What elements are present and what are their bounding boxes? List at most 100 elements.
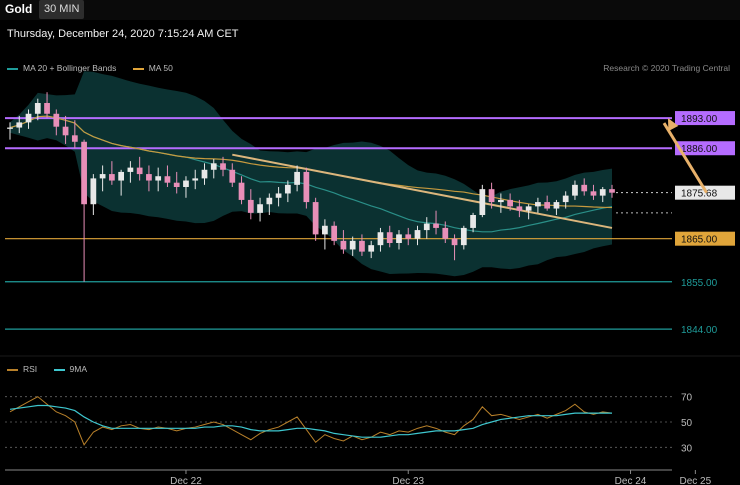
- x-tick-label-0: Dec 22: [170, 476, 202, 485]
- legend-ma20: MA 20 + Bollinger Bands: [7, 63, 116, 73]
- legend-ma20-label: MA 20 + Bollinger Bands: [23, 63, 117, 73]
- candle-body-9: [90, 178, 97, 205]
- level-label-0: 1893.00: [681, 114, 718, 125]
- legend-ma50: MA 50: [132, 63, 173, 73]
- candle-body-31: [294, 171, 300, 185]
- candle-body-45: [423, 223, 430, 231]
- candle-body-43: [405, 234, 412, 239]
- copyright-note: Research © 2020 Trading Central: [603, 63, 730, 73]
- candle-body-3: [34, 103, 41, 114]
- candle-body-0: [7, 127, 13, 129]
- candle-body-56: [525, 206, 532, 211]
- candle-body-23: [220, 163, 226, 170]
- candle-body-30: [284, 184, 291, 194]
- last-price-label: 1875.68: [681, 189, 718, 200]
- candle-body-2: [25, 113, 32, 123]
- candle-body-44: [414, 230, 421, 239]
- candle-body-49: [460, 227, 467, 246]
- candle-body-36: [340, 240, 347, 250]
- projection-arrow-head: [668, 118, 679, 132]
- candle-body-10: [99, 174, 106, 179]
- candle-body-51: [479, 189, 486, 215]
- candle-body-42: [396, 234, 402, 243]
- symbol-label: Gold: [5, 2, 33, 16]
- level-label-1: 1886.00: [681, 144, 718, 155]
- candle-body-20: [192, 178, 199, 181]
- candle-body-6: [62, 126, 69, 136]
- level-label-2: 1865.00: [681, 235, 718, 246]
- x-tick-label-1: Dec 23: [392, 476, 424, 485]
- candle-body-52: [488, 189, 495, 203]
- candle-body-26: [247, 199, 254, 213]
- candle-body-63: [590, 191, 597, 196]
- candle-body-8: [81, 141, 87, 205]
- candle-body-61: [572, 184, 578, 196]
- trendline: [232, 153, 613, 229]
- rsi-line: [9, 396, 613, 446]
- level-tag-2: [675, 231, 735, 246]
- level-tag-1: [675, 141, 735, 156]
- level-label-3: 1855.00: [681, 278, 718, 289]
- price-legend: MA 20 + Bollinger Bands MA 50: [7, 63, 187, 73]
- candle-body-60: [562, 195, 569, 203]
- candle-body-39: [368, 245, 375, 252]
- candle-body-21: [201, 169, 208, 179]
- candle-body-37: [349, 240, 356, 250]
- candle-body-50: [470, 215, 476, 228]
- candle-body-32: [303, 171, 310, 203]
- bollinger-band: [10, 71, 612, 277]
- candle-body-64: [599, 189, 606, 196]
- legend-rsi-label: RSI: [23, 364, 38, 374]
- candle-body-5: [53, 113, 60, 127]
- level-label-4: 1844.00: [681, 325, 718, 336]
- legend-rsi-swatch: [7, 368, 18, 371]
- candle-body-4: [44, 103, 50, 114]
- legend-rsi-ma: 9MA: [53, 364, 88, 374]
- candle-body-58: [544, 202, 551, 209]
- x-tick-label-2: Dec 24: [615, 476, 647, 485]
- candle-body-38: [359, 240, 365, 252]
- candle-body-53: [497, 199, 504, 203]
- candle-body-12: [118, 171, 125, 181]
- candle-body-48: [451, 238, 458, 246]
- candle-body-7: [71, 135, 78, 142]
- rsi-tick-0: 70: [681, 393, 693, 404]
- rsi-ma-line: [9, 404, 612, 438]
- candle-body-40: [377, 232, 384, 246]
- candle-body-14: [136, 167, 143, 175]
- candle-body-29: [275, 193, 282, 198]
- candle-body-28: [266, 197, 273, 205]
- legend-ma20-swatch: [7, 67, 18, 70]
- level-tag-0: [675, 111, 735, 126]
- rsi-legend: RSI 9MA: [7, 364, 101, 374]
- candle-body-55: [516, 206, 523, 211]
- candle-body-11: [109, 174, 115, 181]
- candle-body-17: [164, 176, 171, 183]
- top-bar: [0, 0, 740, 20]
- candle-body-18: [173, 182, 180, 187]
- candle-body-54: [507, 199, 513, 207]
- candle-body-16: [155, 176, 162, 181]
- rsi-tick-2: 30: [681, 443, 693, 454]
- projection-arrow-shaft: [662, 122, 708, 194]
- candle-body-22: [210, 163, 217, 170]
- legend-rsi: RSI: [7, 364, 37, 374]
- x-tick-label-3: Dec 25: [680, 476, 712, 485]
- candle-body-47: [442, 227, 449, 239]
- candle-body-57: [535, 202, 541, 207]
- candle-body-1: [16, 122, 23, 128]
- candle-body-41: [386, 232, 393, 243]
- candle-body-25: [238, 182, 245, 200]
- legend-ma50-label: MA 50: [148, 63, 173, 73]
- legend-ma50-swatch: [132, 67, 144, 70]
- rsi-tick-1: 50: [681, 418, 693, 429]
- timeframe-button[interactable]: 30 MIN: [39, 0, 85, 19]
- candle-body-46: [433, 223, 439, 228]
- candle-body-59: [553, 202, 560, 209]
- candle-body-33: [312, 202, 319, 235]
- candle-body-65: [609, 189, 615, 193]
- legend-rsi-ma-label: 9MA: [69, 364, 88, 374]
- legend-rsi-ma-swatch: [53, 368, 65, 371]
- chart-datetime: Thursday, December 24, 2020 7:15:24 AM C…: [7, 28, 239, 40]
